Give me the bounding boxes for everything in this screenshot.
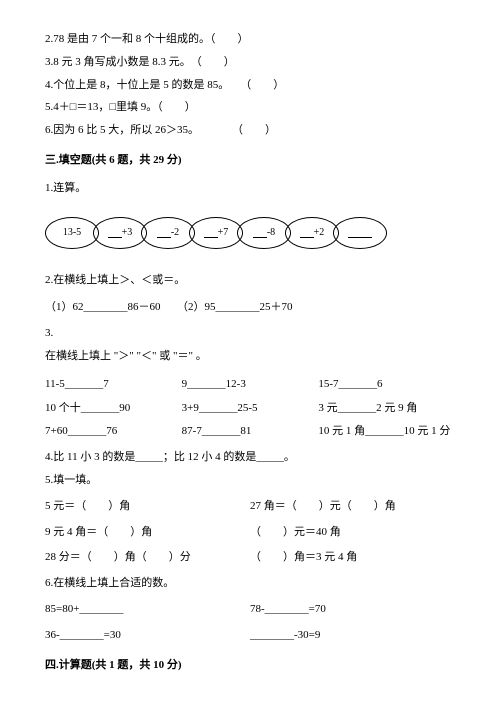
oval-4-text: +7 [218,224,229,242]
q3-3-head: 在横线上填上 "＞" "＜" 或 "＝" 。 [45,347,455,367]
fill-row-3: 28 分＝（ ）角（ ）分 （ ）角＝3 元 4 角 [45,548,455,568]
compare-cell: 3 元_______2 元 9 角 [318,399,455,419]
oval-6: +2 [285,217,339,249]
compare-row-3: 7+60_______76 87-7_______81 10 元 1 角____… [45,422,455,442]
oval-4: +7 [189,217,243,249]
oval-6-text: +2 [314,224,325,242]
q6-row-1: 85=80+________ 78-________=70 [45,600,455,620]
oval-3-text: -2 [171,224,179,242]
q3-4: 4.比 11 小 3 的数是_____；比 12 小 4 的数是_____。 [45,448,455,468]
q3-3-num: 3. [45,324,455,344]
oval-7 [333,217,387,249]
fill-cell: （ ）元＝40 角 [250,523,455,543]
q6-cell: 85=80+________ [45,600,250,620]
tf-q6: 6.因为 6 比 5 大，所以 26＞35。 （ ） [45,121,455,141]
compare-cell: 15-7_______6 [318,375,455,395]
compare-cell: 9_______12-3 [182,375,319,395]
oval-1-text: 13-5 [63,224,81,242]
compare-cell: 11-5_______7 [45,375,182,395]
fill-row-2: 9 元 4 角＝（ ）角 （ ）元＝40 角 [45,523,455,543]
compare-row-2: 10 个十_______90 3+9_______25-5 3 元_______… [45,399,455,419]
q6-row-2: 36-________=30 ________-30=9 [45,626,455,646]
tf-q3: 3.8 元 3 角写成小数是 8.3 元。 （ ） [45,53,455,73]
compare-cell: 10 元 1 角_______10 元 1 分 [318,422,455,442]
fill-cell: 28 分＝（ ）角（ ）分 [45,548,250,568]
oval-2: +3 [93,217,147,249]
q3-5-head: 5.填一填。 [45,471,455,491]
compare-cell: 7+60_______76 [45,422,182,442]
oval-5-text: -8 [267,224,275,242]
fill-cell: 9 元 4 角＝（ ）角 [45,523,250,543]
q6-cell: 78-________=70 [250,600,455,620]
oval-1: 13-5 [45,217,99,249]
oval-3: -2 [141,217,195,249]
fill-table: 5 元＝（ ）角 27 角＝（ ）元（ ）角 9 元 4 角＝（ ）角 （ ）元… [45,497,455,568]
q3-2-parts: （1）62________86－60 （2）95________25＋70 [45,298,455,318]
oval-5: -8 [237,217,291,249]
compare-table: 11-5_______7 9_______12-3 15-7_______6 1… [45,375,455,442]
tf-q4: 4.个位上是 8，十位上是 5 的数是 85。 （ ） [45,76,455,96]
q6-cell: 36-________=30 [45,626,250,646]
fill-cell: （ ）角＝3 元 4 角 [250,548,455,568]
q6-table: 85=80+________ 78-________=70 36-_______… [45,600,455,646]
q6-cell: ________-30=9 [250,626,455,646]
compare-cell: 87-7_______81 [182,422,319,442]
tf-q5: 5.4＋□＝13，□里填 9。（ ） [45,98,455,118]
q3-6-head: 6.在横线上填上合适的数。 [45,574,455,594]
tf-q2: 2.78 是由 7 个一和 8 个十组成的。（ ） [45,30,455,50]
oval-2-text: +3 [122,224,133,242]
q3-2-head: 2.在横线上填上＞、＜或＝。 [45,271,455,291]
fill-row-1: 5 元＝（ ）角 27 角＝（ ）元（ ）角 [45,497,455,517]
compare-row-1: 11-5_______7 9_______12-3 15-7_______6 [45,375,455,395]
oval-chain: 13-5 +3 -2 +7 -8 +2 [45,217,455,249]
section4-title: 四.计算题(共 1 题，共 10 分) [45,656,455,676]
q3-1-head: 1.连算。 [45,179,455,199]
fill-cell: 5 元＝（ ）角 [45,497,250,517]
compare-cell: 3+9_______25-5 [182,399,319,419]
compare-cell: 10 个十_______90 [45,399,182,419]
section3-title: 三.填空题(共 6 题，共 29 分) [45,151,455,171]
fill-cell: 27 角＝（ ）元（ ）角 [250,497,455,517]
